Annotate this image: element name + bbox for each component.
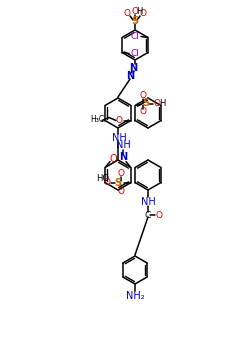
Text: NH: NH [140,197,156,207]
Text: Cl: Cl [130,32,140,41]
Text: O: O [156,210,162,219]
Text: O: O [140,9,146,19]
Text: O: O [118,169,124,178]
Text: H: H [159,99,165,108]
Text: C: C [145,210,151,219]
Text: O: O [124,9,130,19]
Text: NH₂: NH₂ [126,291,144,301]
Text: N: N [126,71,134,81]
Text: O: O [140,91,146,100]
Text: O: O [104,178,110,187]
Text: O: O [109,154,117,163]
Text: O: O [116,116,122,125]
Text: S: S [132,16,138,26]
Text: O: O [154,99,160,108]
Text: O: O [118,187,124,196]
Text: O: O [140,107,146,116]
Text: NH: NH [112,133,126,143]
Text: Cl: Cl [130,49,140,58]
Text: H: H [136,7,142,15]
Text: S: S [142,98,150,108]
Text: N: N [129,63,137,73]
Text: NH: NH [116,140,130,150]
Text: H₃C: H₃C [90,115,104,124]
Text: N: N [119,153,127,162]
Text: HO: HO [96,174,110,183]
Text: O: O [132,7,138,15]
Text: S: S [114,177,121,188]
